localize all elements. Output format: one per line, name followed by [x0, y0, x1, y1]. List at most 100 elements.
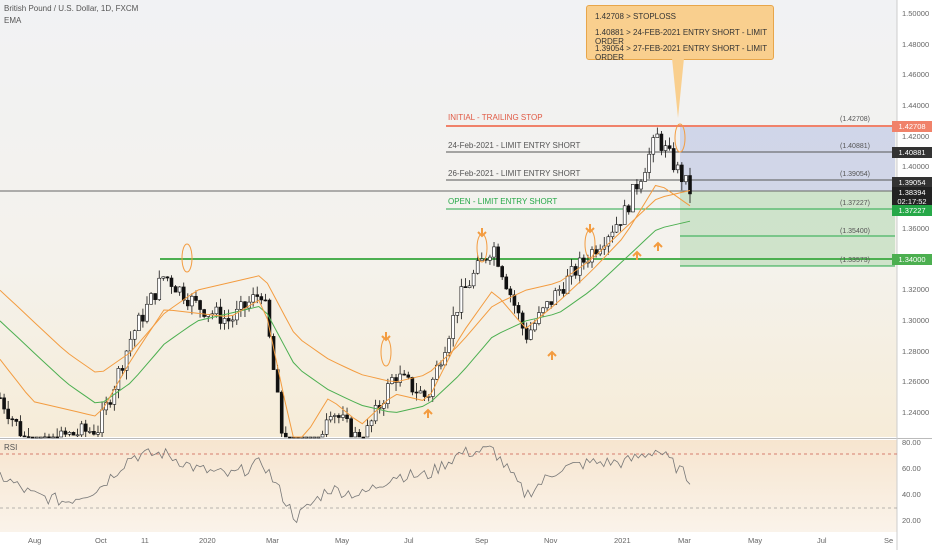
- candle-body: [120, 368, 125, 371]
- rsi-tick-label: 40.00: [902, 490, 921, 499]
- candle-body: [565, 275, 570, 294]
- candle-body: [10, 418, 15, 421]
- open-value: (1.37227): [840, 200, 870, 207]
- candle-body: [47, 436, 51, 439]
- x-tick-label: Aug: [28, 536, 42, 545]
- candle-body: [365, 425, 370, 438]
- candle-body: [18, 421, 23, 437]
- candle-body: [471, 272, 476, 287]
- candle-body: [39, 436, 43, 439]
- ema-fast-line: [0, 184, 691, 438]
- candle-body: [524, 327, 529, 340]
- candle-body: [447, 338, 451, 353]
- order-callout: 1.42708 > STOPLOSS 1.40881 > 24-FEB-2021…: [586, 5, 774, 62]
- tp1-value: (1.35400): [840, 228, 870, 235]
- candle-body: [520, 312, 525, 329]
- candle-body: [198, 300, 202, 310]
- candle-body: [475, 260, 480, 274]
- arrow-up-icon: [547, 350, 557, 360]
- candle-body: [275, 369, 280, 393]
- swing-high-marker: [181, 243, 193, 273]
- candle-body: [614, 224, 619, 233]
- arrow-up-icon: [632, 250, 642, 260]
- candle-body: [22, 435, 27, 438]
- candle-body: [320, 434, 325, 438]
- candle-body: [341, 414, 345, 418]
- y-tick-label: 1.32000: [902, 285, 930, 295]
- candle-body: [55, 436, 59, 439]
- candle-body: [459, 286, 464, 313]
- callout-entry-2: 1.39054 > 27-FEB-2021 ENTRY SHORT - LIMI…: [595, 44, 768, 62]
- price-candles: [0, 127, 692, 439]
- candle-body: [67, 432, 72, 435]
- candle-body: [651, 137, 656, 155]
- candle-body: [149, 293, 153, 305]
- candle-body: [108, 402, 113, 405]
- candle-body: [647, 153, 651, 173]
- candle-body: [173, 286, 178, 293]
- candle-body: [680, 164, 684, 183]
- candle-body: [545, 301, 549, 309]
- trailing-stop-label: INITIAL - TRAILING STOP: [448, 113, 543, 122]
- candle-body: [43, 436, 47, 439]
- x-tick-label: Sep: [475, 536, 489, 545]
- candle-body: [255, 294, 260, 297]
- candle-body: [618, 224, 623, 226]
- candle-body: [684, 175, 688, 183]
- y-tick-label: 1.50000: [902, 9, 930, 18]
- rsi-tick-label: 20.00: [902, 516, 921, 525]
- y-tick-label: 1.30000: [902, 315, 930, 325]
- candle-body: [251, 294, 255, 303]
- candle-body: [655, 133, 660, 138]
- ema-mid-line: [0, 190, 691, 383]
- candle-body: [222, 318, 227, 324]
- candle-body: [353, 432, 358, 438]
- target-zone: [680, 191, 895, 266]
- candle-body: [553, 290, 558, 305]
- candle-body: [283, 432, 288, 438]
- candle-body: [606, 236, 611, 247]
- candle-body: [202, 309, 206, 317]
- candle-body: [128, 338, 133, 352]
- candle-body: [263, 299, 268, 302]
- arrow-up-icon: [653, 241, 663, 251]
- arrow-down-icon: [585, 224, 595, 234]
- y-tick-label: 1.44000: [902, 101, 930, 111]
- candle-body: [528, 329, 533, 340]
- entry2-price-tag: 1.39054: [892, 177, 932, 188]
- candle-body: [435, 364, 439, 380]
- arrow-down-icon: [477, 228, 487, 238]
- candle-body: [675, 164, 680, 171]
- candle-body: [402, 373, 407, 376]
- candle-body: [667, 145, 672, 149]
- candle-body: [688, 175, 692, 195]
- candle-body: [455, 311, 460, 316]
- x-tick-label: 11: [141, 536, 149, 545]
- candle-body: [557, 289, 562, 292]
- candle-body: [398, 373, 402, 383]
- candle-body: [394, 377, 398, 383]
- candle-body: [512, 294, 517, 306]
- entry-26-label: 26-Feb-2021 - LIMIT ENTRY SHORT: [448, 169, 581, 178]
- candle-body: [141, 314, 145, 322]
- candle-body: [83, 423, 88, 432]
- candle-body: [132, 330, 137, 340]
- rsi-label: RSI: [4, 443, 18, 452]
- candle-body: [239, 301, 243, 310]
- candle-body: [406, 374, 411, 378]
- candle-body: [59, 430, 64, 438]
- y-tick-label: 1.40000: [902, 162, 930, 172]
- candle-body: [594, 249, 598, 255]
- candle-body: [622, 205, 627, 225]
- candle-body: [243, 301, 247, 309]
- candle-body: [463, 286, 468, 289]
- support-price-tag: 1.34000: [892, 254, 932, 265]
- x-tick-label: Mar: [678, 536, 691, 545]
- candle-body: [190, 295, 194, 307]
- candle-body: [288, 436, 292, 439]
- ema-lines: [0, 184, 691, 438]
- candle-body: [439, 364, 443, 367]
- entry1-price-tag: 1.40881: [892, 147, 932, 158]
- rsi-tick-label: 80.00: [902, 438, 921, 447]
- candle-body: [230, 319, 235, 322]
